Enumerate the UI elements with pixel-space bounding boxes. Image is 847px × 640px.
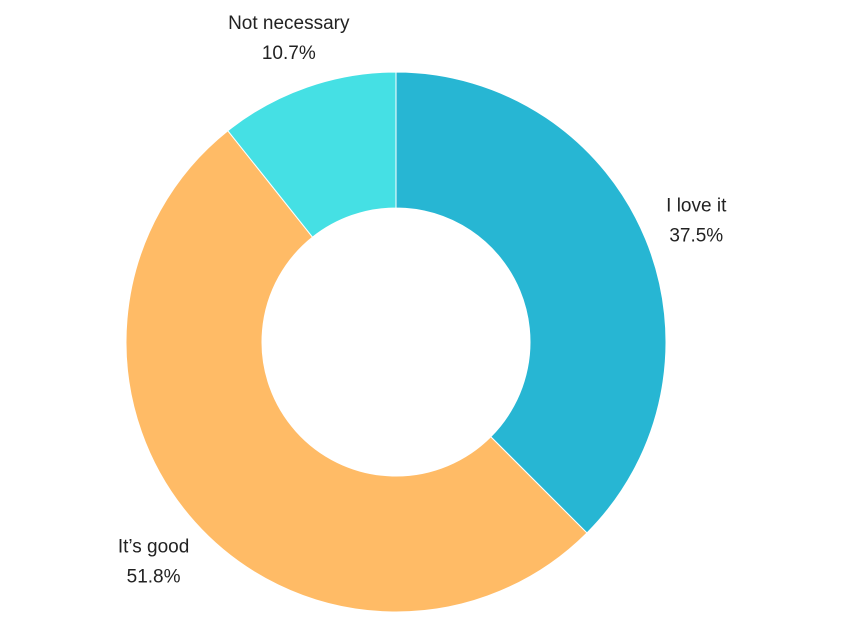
slice-label: It’s good	[118, 536, 189, 557]
slice-label: I love it	[666, 196, 727, 217]
slice-value-label: 37.5%	[669, 226, 723, 247]
slice-label: Not necessary	[228, 13, 350, 34]
slice-not-necessary	[227, 71, 397, 238]
slice-i-love-it	[395, 71, 667, 534]
slice-it-s-good	[125, 130, 588, 613]
slice-value-label: 51.8%	[127, 566, 181, 587]
slice-value-label: 10.7%	[262, 43, 316, 64]
